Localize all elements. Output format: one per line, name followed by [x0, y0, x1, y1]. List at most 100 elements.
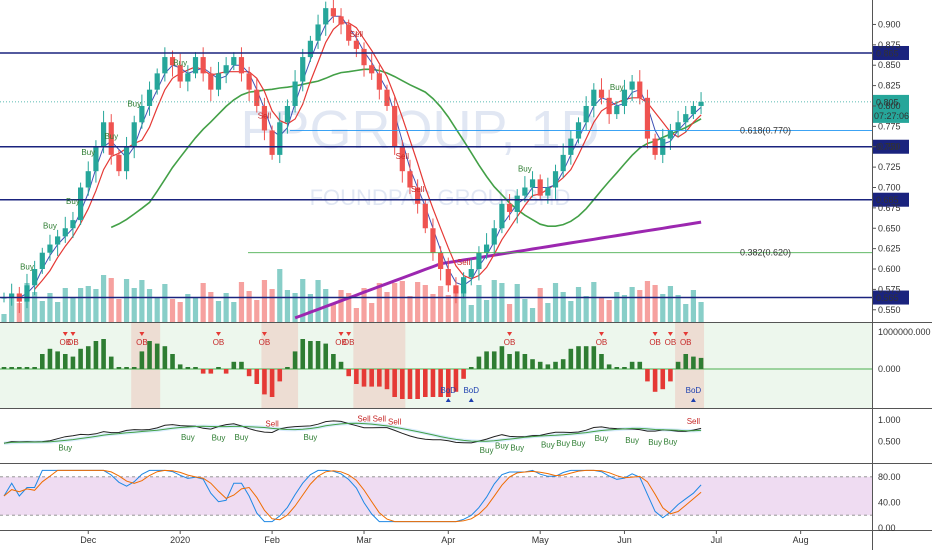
candle-body — [47, 244, 53, 253]
trend-signal-buy: Buy — [648, 438, 662, 447]
oscillator-bar — [645, 369, 650, 382]
time-axis-label: Dec — [80, 535, 97, 545]
ma-200-line — [294, 220, 702, 320]
candle-body — [614, 105, 620, 115]
volume-bar — [78, 288, 84, 322]
level-price-tag — [873, 139, 909, 154]
oscillator-bar — [499, 346, 505, 369]
volume-bar — [621, 295, 628, 322]
volume-bar — [238, 282, 245, 322]
volume-bar — [468, 305, 474, 322]
volume-bar — [606, 300, 612, 322]
candle-body — [667, 130, 674, 139]
oscillator-bar — [262, 369, 267, 395]
candle-body — [361, 48, 367, 66]
volume-bar — [698, 302, 704, 322]
volume-bar — [560, 292, 566, 322]
volume-bar — [575, 287, 582, 322]
time-axis-label: Jul — [711, 535, 723, 545]
overbought-marker: OB — [67, 338, 79, 347]
oscillator-bar — [400, 369, 405, 399]
candle-body — [200, 57, 206, 74]
candle-body — [146, 89, 153, 106]
oscillator-bar — [484, 351, 489, 369]
price-signal-sell: Sell — [258, 111, 272, 120]
volume-bar — [644, 281, 651, 322]
oscillator-bar — [62, 354, 68, 369]
oscillator-bar — [392, 369, 397, 397]
overbought-marker: OB — [213, 338, 225, 347]
oscillator-bar — [78, 348, 83, 369]
volume-bar — [254, 300, 260, 322]
oscillator-bar — [223, 369, 229, 374]
candle-body — [422, 203, 428, 229]
volume-bar — [583, 296, 589, 322]
volume-bar — [629, 287, 635, 322]
candle-body — [560, 154, 566, 172]
price-signal-buy: Buy — [20, 262, 34, 271]
bottom-divergence-marker: BoD — [440, 386, 456, 395]
trend-signal-buy: Buy — [664, 437, 678, 446]
volume-bar — [461, 290, 467, 322]
stochastic-tick-label: 0.00 — [878, 523, 896, 533]
price-signal-buy: Buy — [104, 132, 118, 141]
volume-bar — [476, 285, 482, 322]
oscillator-bar — [208, 369, 214, 374]
candle-body — [392, 105, 398, 147]
volume-bar — [269, 289, 275, 322]
candle-body — [292, 81, 298, 106]
oscillator-bar — [147, 341, 152, 369]
oscillator-bar — [599, 354, 604, 369]
oscillator-bar — [415, 369, 420, 399]
candle-body — [85, 171, 91, 188]
time-axis-label: Jun — [617, 535, 632, 545]
trend-signal-sell: Sell — [388, 417, 402, 426]
overbought-marker: OB — [343, 338, 355, 347]
candle-body — [698, 101, 704, 106]
volume-bar — [208, 292, 214, 322]
candle-body — [506, 203, 513, 212]
candle-body — [246, 73, 252, 90]
oscillator-bar — [476, 356, 482, 369]
candle-body — [476, 252, 482, 270]
volume-bar — [169, 299, 176, 322]
oscillator-bar — [384, 369, 390, 390]
volume-bar — [116, 299, 122, 322]
volume-bar — [277, 269, 283, 322]
price-signal-buy: Buy — [43, 222, 57, 231]
candle-body — [514, 195, 520, 212]
candle-body — [108, 122, 114, 155]
candle-body — [70, 220, 76, 229]
bottom-divergence-arrow — [690, 398, 696, 402]
candle-body — [330, 8, 336, 17]
oscillator-bar — [101, 339, 106, 369]
oscillator-alert-zone — [353, 323, 406, 408]
volume-bar — [667, 286, 674, 322]
price-tick-label: 0.575 — [878, 284, 901, 294]
oscillator-bar — [285, 367, 290, 369]
oscillator-bar — [162, 346, 168, 369]
oscillator-bar — [622, 367, 627, 369]
oscillator-bar — [131, 367, 137, 369]
oscillator-bar — [139, 351, 145, 369]
candle-body — [407, 171, 413, 188]
oscillator-bar — [430, 369, 436, 397]
oscillator-bar — [254, 369, 260, 384]
volume-bar — [284, 290, 291, 322]
oscillator-bar — [614, 367, 620, 369]
volume-bar — [123, 279, 130, 322]
oscillator-bar — [216, 367, 221, 369]
oscillator-bar — [292, 351, 298, 369]
candle-body — [169, 57, 176, 66]
candle-body — [162, 57, 168, 74]
volume-bar — [399, 281, 405, 322]
candle-body — [491, 228, 497, 245]
volume-bar — [307, 294, 313, 322]
oscillator-bar — [85, 346, 91, 369]
oscillator-bar — [507, 354, 512, 369]
candle-body — [24, 285, 30, 302]
oscillator-background — [0, 323, 872, 408]
volume-bar — [568, 301, 574, 322]
volume-bar — [415, 282, 421, 322]
